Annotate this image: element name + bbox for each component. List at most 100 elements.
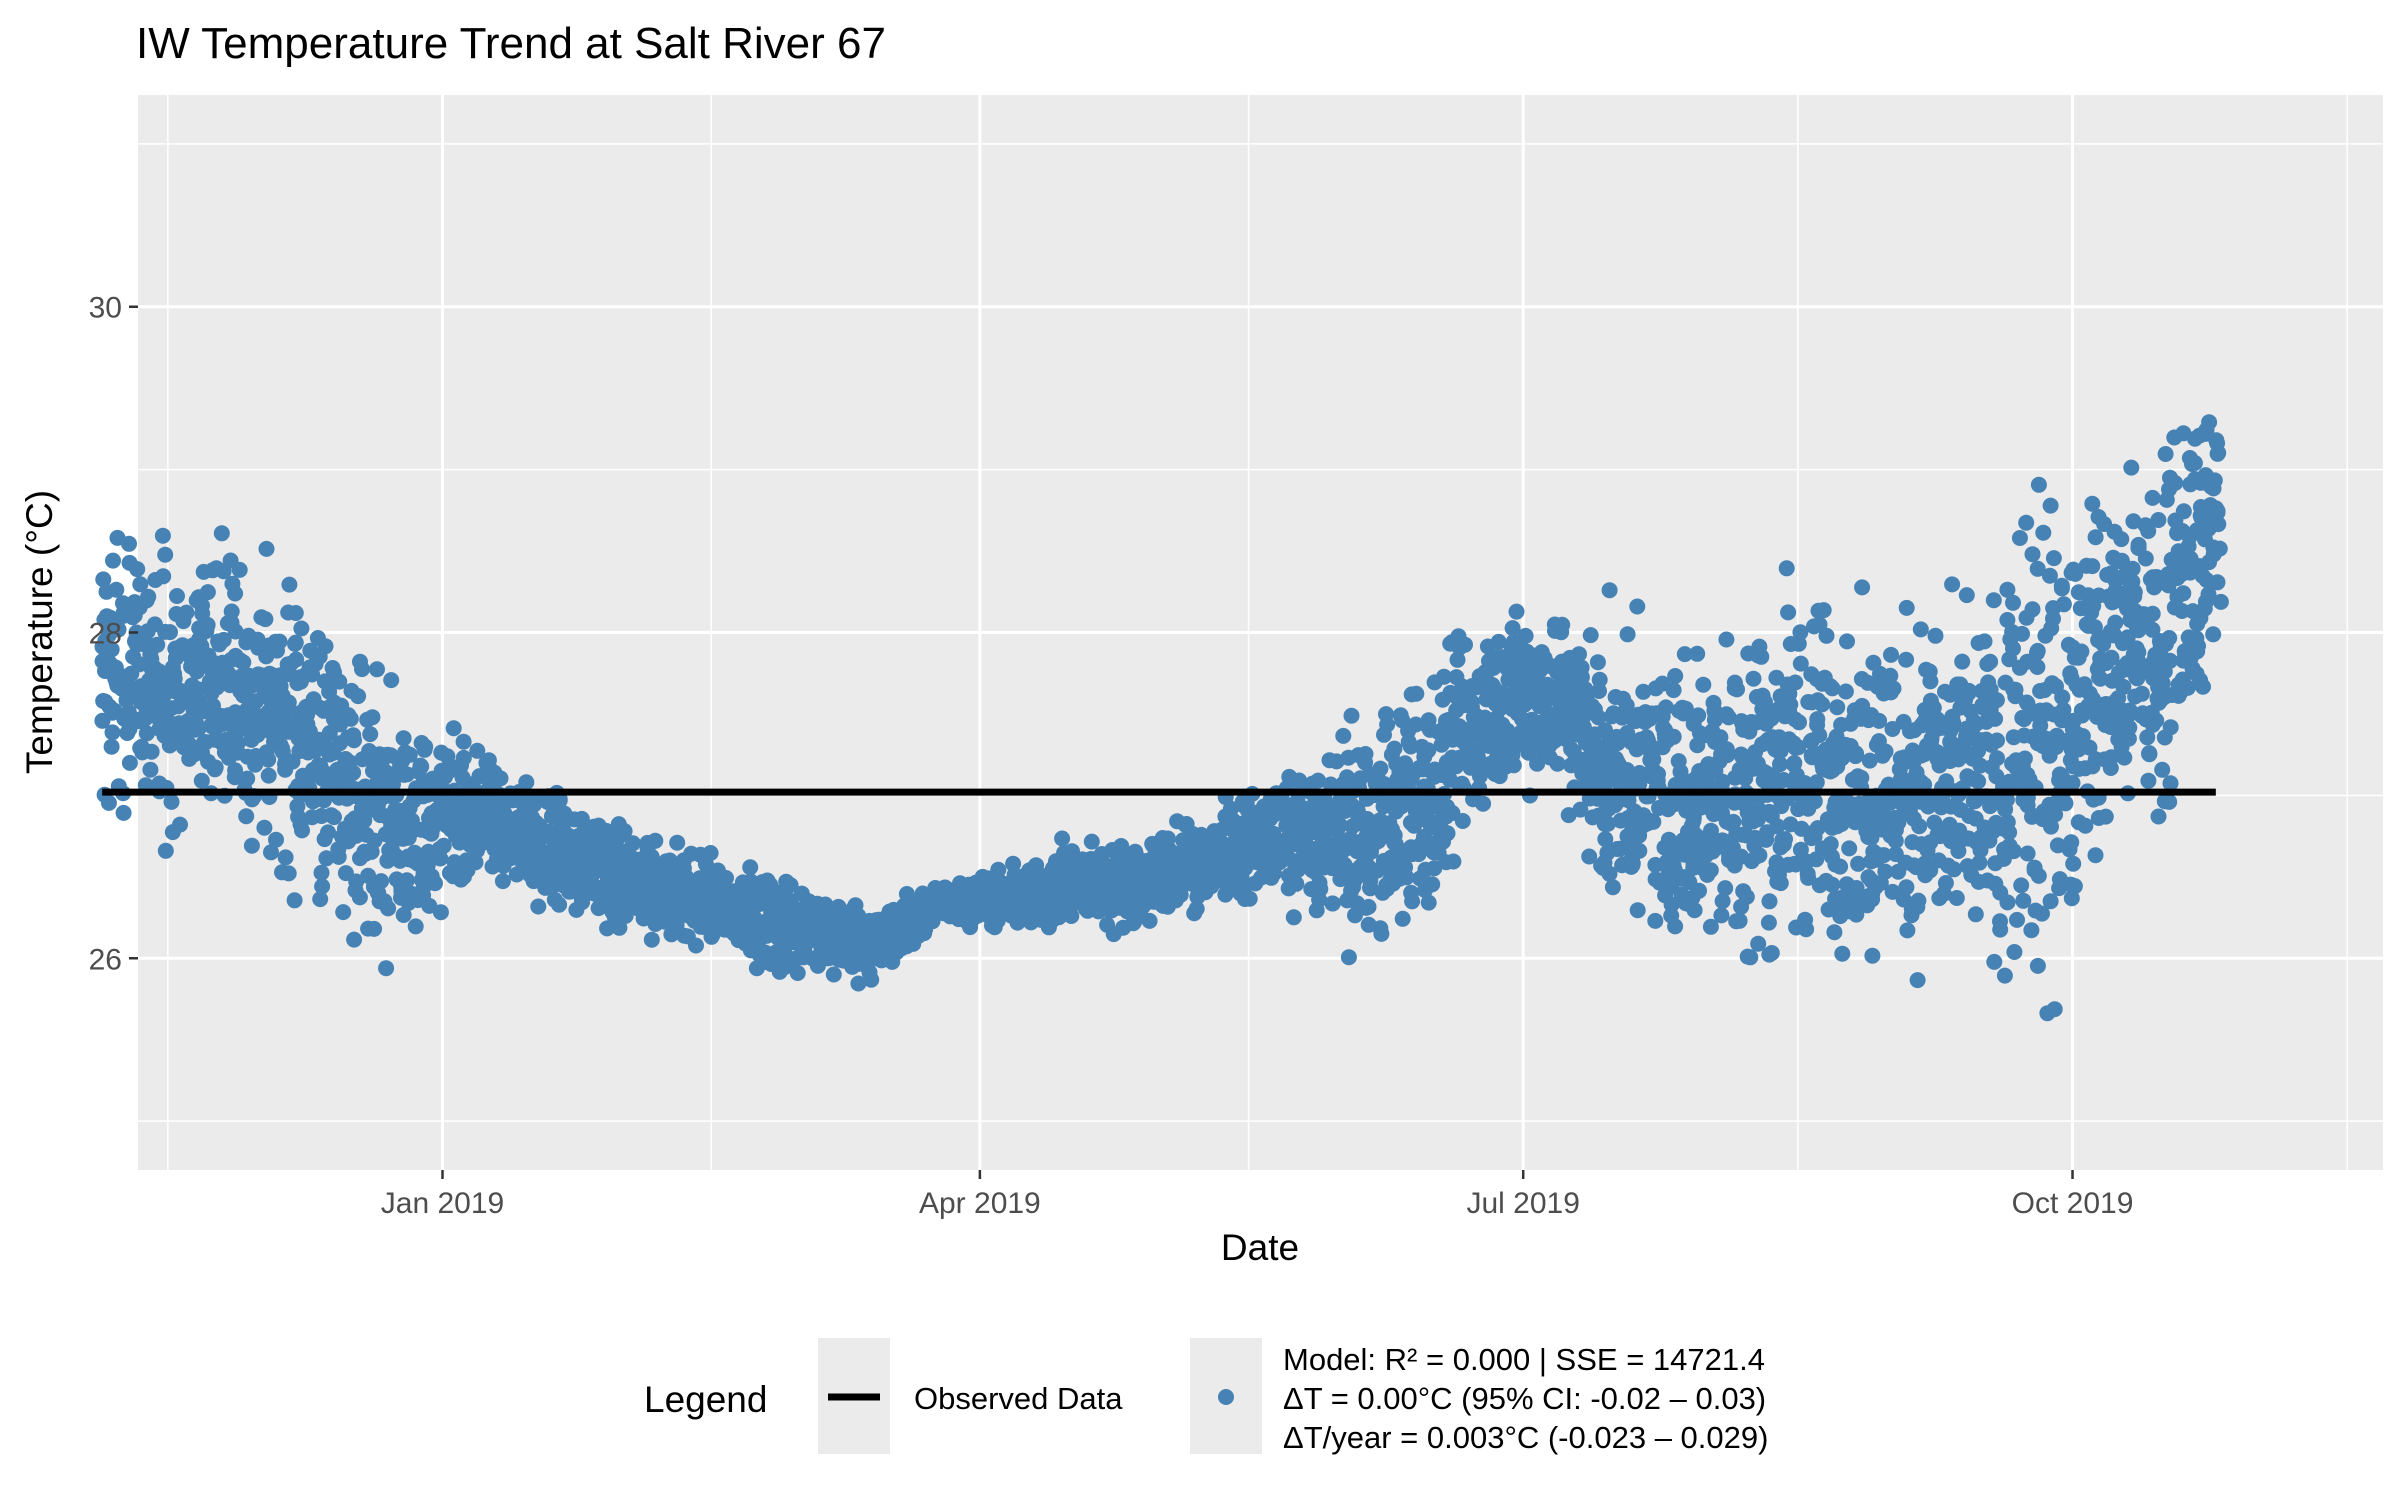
data-point <box>1379 716 1396 733</box>
data-point <box>1841 840 1858 857</box>
data-point <box>1439 825 1456 842</box>
data-point <box>398 872 415 889</box>
data-point <box>1445 853 1462 870</box>
data-point <box>1799 865 1816 882</box>
data-point <box>1714 773 1731 790</box>
data-point <box>1725 813 1742 830</box>
data-point <box>423 868 440 885</box>
data-point <box>277 849 294 866</box>
data-point <box>231 561 248 578</box>
data-point <box>2064 775 2081 791</box>
data-point <box>2124 560 2141 577</box>
data-point <box>1599 815 1616 832</box>
data-point <box>416 741 433 758</box>
data-point <box>199 584 216 601</box>
data-point <box>129 561 146 578</box>
data-point <box>1717 880 1734 897</box>
data-point <box>1999 612 2016 628</box>
data-point <box>1954 653 1971 670</box>
data-point <box>1772 875 1789 892</box>
data-point <box>362 726 379 743</box>
data-point <box>1763 945 1780 961</box>
data-point <box>492 770 509 787</box>
data-point <box>2113 531 2130 548</box>
data-point <box>1976 633 1993 650</box>
data-point <box>1063 908 1080 924</box>
x-tick-label: Apr 2019 <box>919 1187 1041 1220</box>
data-point <box>1791 714 1807 731</box>
data-point <box>178 604 195 621</box>
data-point <box>1454 813 1471 829</box>
x-tick-label: Jul 2019 <box>1466 1187 1579 1220</box>
data-point <box>850 975 867 992</box>
data-point <box>1676 646 1693 663</box>
y-tick-label: 28 <box>89 618 122 651</box>
data-point <box>1201 872 1218 889</box>
data-point <box>2121 719 2138 736</box>
data-point <box>1573 669 1590 686</box>
data-point <box>110 621 127 638</box>
data-point <box>1383 746 1400 763</box>
data-point <box>624 835 641 852</box>
data-point <box>1702 918 1719 935</box>
data-point <box>1753 648 1770 665</box>
data-point <box>518 774 535 791</box>
data-point <box>1761 893 1778 910</box>
data-point <box>782 892 799 909</box>
data-point <box>326 809 342 826</box>
x-axis: Jan 2019 Apr 2019 Jul 2019 Oct 2019 <box>381 1170 2133 1220</box>
data-point <box>2133 685 2150 702</box>
data-point <box>314 878 331 895</box>
data-point <box>1780 604 1797 621</box>
data-point <box>1340 949 1357 966</box>
data-point <box>378 960 395 977</box>
data-point <box>2070 649 2087 666</box>
data-point <box>989 912 1006 929</box>
data-point <box>2023 922 2040 939</box>
data-point <box>2150 512 2167 528</box>
data-point <box>1864 947 1881 964</box>
data-point <box>2024 601 2041 618</box>
data-point <box>1985 592 2002 609</box>
data-point <box>1426 860 1443 877</box>
data-point <box>1601 582 1618 599</box>
data-point <box>1729 681 1745 698</box>
legend-key-point <box>1218 1389 1234 1405</box>
data-point <box>2013 877 2030 894</box>
data-point <box>1909 899 1926 915</box>
data-point <box>1883 646 1899 663</box>
data-point <box>1310 772 1327 789</box>
data-point <box>455 749 472 766</box>
data-point <box>1707 706 1724 723</box>
data-point <box>1818 627 1835 644</box>
data-point <box>2123 459 2140 476</box>
data-point <box>258 540 275 557</box>
data-point <box>1751 847 1768 864</box>
data-point <box>1714 893 1731 910</box>
data-point <box>2140 772 2157 789</box>
data-point <box>1912 621 1929 638</box>
data-point <box>235 654 252 671</box>
data-point <box>2006 944 2023 960</box>
data-point <box>1642 813 1659 829</box>
data-point <box>335 904 352 921</box>
data-point <box>193 772 210 789</box>
data-point <box>2201 414 2218 431</box>
data-point <box>1054 830 1071 847</box>
data-point <box>2045 550 2062 567</box>
data-point <box>1898 651 1915 668</box>
data-point <box>271 633 288 650</box>
data-point <box>2202 475 2219 491</box>
data-point <box>1343 707 1360 724</box>
data-point <box>616 823 633 840</box>
data-point <box>1826 924 1843 941</box>
data-point <box>1549 755 1566 772</box>
data-point <box>1635 683 1652 700</box>
data-point <box>162 624 178 641</box>
data-point <box>1689 645 1706 662</box>
data-point <box>1618 697 1635 714</box>
data-point <box>100 794 117 811</box>
data-point <box>962 919 979 936</box>
data-point <box>263 844 279 861</box>
data-point <box>1806 793 1823 810</box>
